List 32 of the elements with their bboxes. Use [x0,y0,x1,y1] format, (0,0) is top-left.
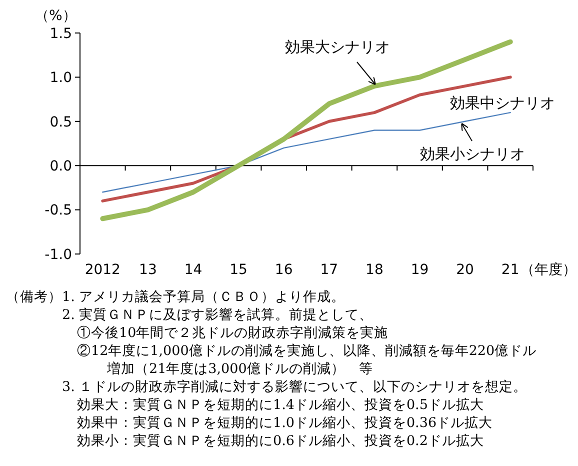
x-tick-label: 2012 [84,262,120,278]
x-axis-title: （年度） [520,262,576,278]
y-tick-label: 1.5 [50,26,72,42]
x-tick-label: 18 [366,262,384,278]
series-label: 効果大シナリオ [285,38,390,56]
text: ②12年度に1,000億ドルの削減を実施し、以降、削減額を毎年220億ドル [77,343,537,359]
series-label: 効果小シナリオ [420,145,525,163]
series-label: 効果中シナリオ [450,94,555,112]
y-tick-label: -0.5 [44,202,72,219]
text: 効果大：実質ＧＮＰを短期的に1.4ドル縮小、投資を0.5ドル拡大 [77,397,484,413]
text: 2. 実質ＧＮＰに及ぼす影響を試算。前提として、 [62,307,374,323]
text: 1. アメリカ議会予算局（ＣＢＯ）より作成。 [62,289,346,305]
text: 効果小：実質ＧＮＰを短期的に0.6ドル縮小、投資を0.2ドル拡大 [77,433,484,449]
x-tick-label: 13 [139,262,157,278]
y-axis-title: （%） [35,8,76,24]
text: 増加（21年度は3,000億ドルの削減） 等 [106,360,373,377]
x-tick-label: 16 [274,262,293,278]
text: （備考） [6,289,62,305]
x-tick-label: 17 [320,262,338,278]
y-tick-label: 0.5 [50,114,72,130]
x-tick-label: 15 [230,262,248,278]
text: 効果中：実質ＧＮＰを短期的に1.0ドル縮小、投資を0.36ドル拡大 [77,415,493,431]
line-series [102,112,511,193]
text: 3. １ドルの財政赤字削減に対する影響について、以下のシナリオを想定。 [62,379,528,395]
y-tick-label: 1.0 [50,70,72,86]
x-tick-label: 21 [501,262,520,278]
y-tick-label: -1.0 [44,246,72,263]
y-tick-label: 0.0 [50,158,72,174]
text: ①今後10年間で２兆ドルの財政赤字削減策を実施 [77,325,388,341]
x-tick-label: 19 [410,262,429,278]
x-tick-label: 20 [456,262,474,278]
x-tick-label: 14 [184,262,202,278]
